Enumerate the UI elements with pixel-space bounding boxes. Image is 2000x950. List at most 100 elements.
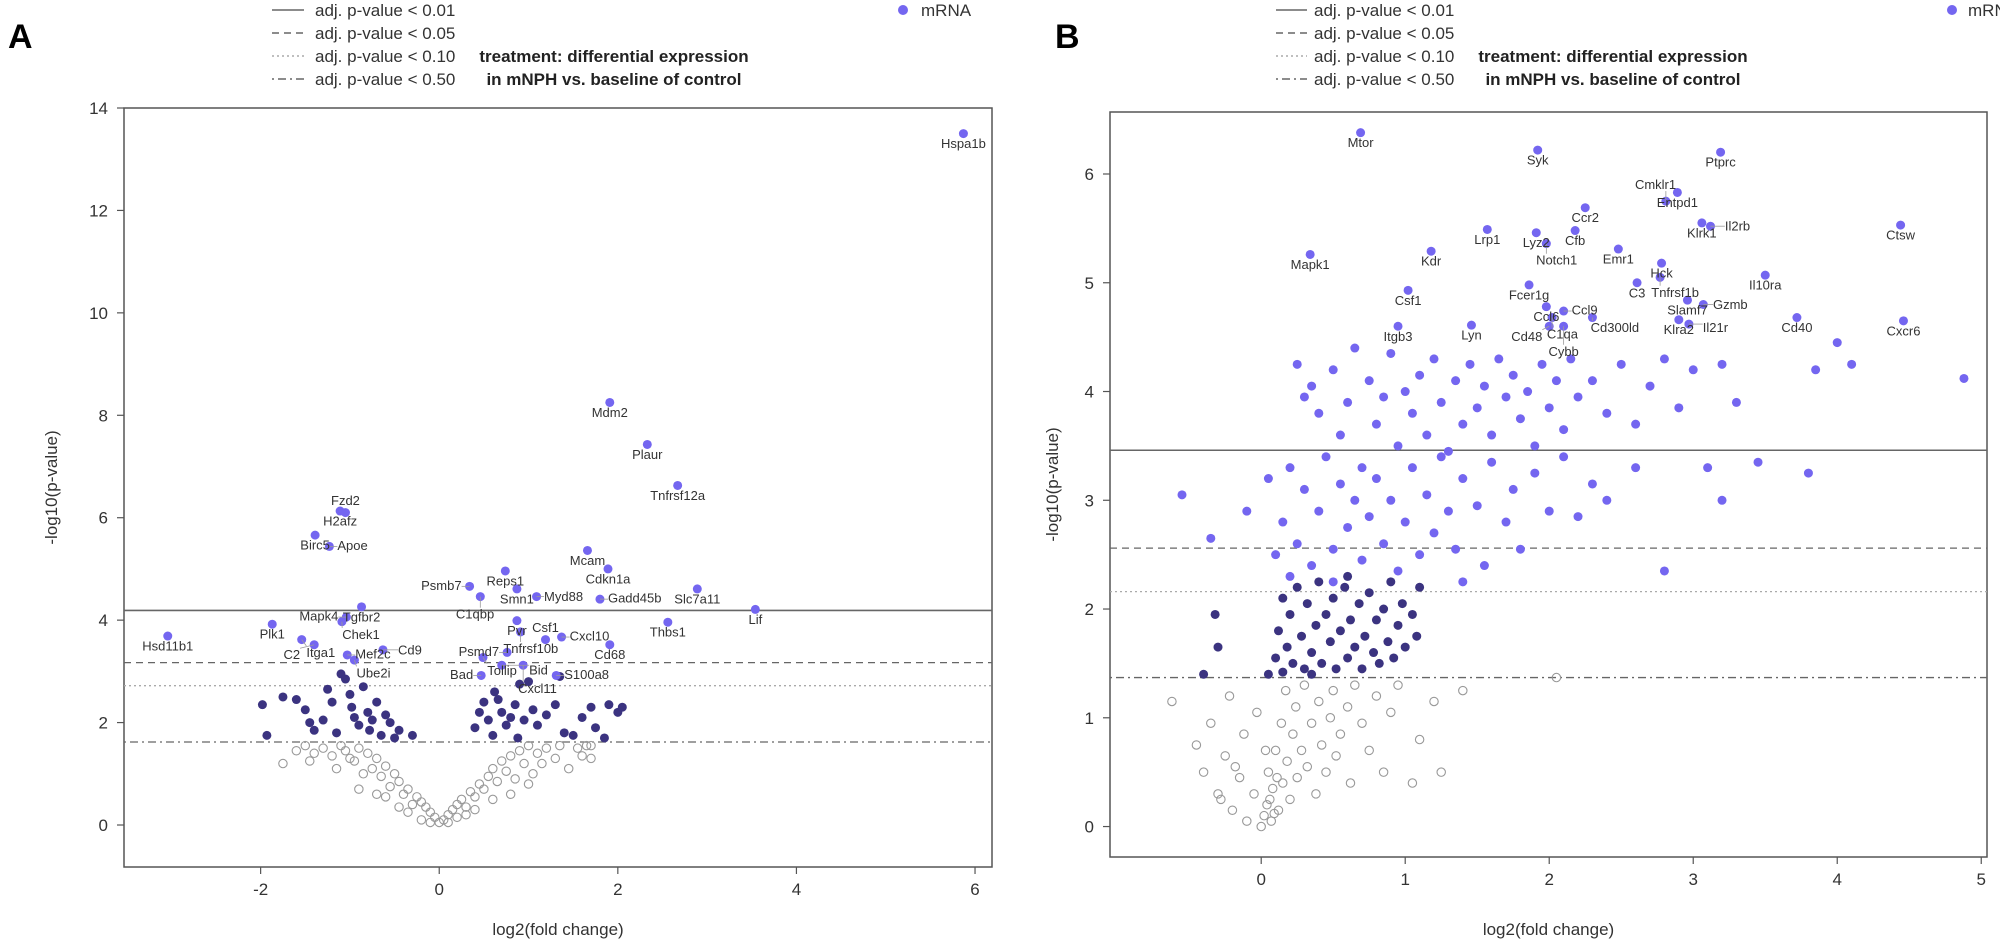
point-significant-strong — [1732, 398, 1741, 407]
point-nonsignificant — [1293, 773, 1301, 781]
gene-label: Psmd7 — [459, 644, 499, 659]
point-nonsignificant — [1394, 681, 1402, 689]
point-significant — [488, 731, 497, 740]
point-significant — [497, 708, 506, 717]
point-significant — [262, 731, 271, 740]
point-nonsignificant — [506, 790, 514, 798]
point-nonsignificant — [1240, 730, 1248, 738]
point-significant — [1340, 583, 1349, 592]
point-nonsignificant — [1343, 703, 1351, 711]
point-significant-strong — [1322, 452, 1331, 461]
point-significant-strong — [1466, 360, 1475, 369]
point-significant — [395, 726, 404, 735]
legend-label: adj. p-value < 0.10 — [1314, 47, 1454, 66]
point-significant — [1311, 621, 1320, 630]
point-nonsignificant — [1257, 822, 1265, 830]
gene-label: Gzmb — [1713, 297, 1748, 312]
point-significant — [1369, 648, 1378, 657]
gene-label: Ccr2 — [1571, 210, 1598, 225]
point-significant-strong — [1264, 474, 1273, 483]
point-significant-strong — [1358, 556, 1367, 565]
gene-label: Bad — [450, 667, 473, 682]
point-significant-strong — [1754, 458, 1763, 467]
legend-marker-mrna — [1947, 5, 1957, 15]
point-significant — [533, 721, 542, 730]
point-nonsignificant — [578, 752, 586, 760]
point-significant — [569, 731, 578, 740]
point-significant — [1326, 637, 1335, 646]
point-nonsignificant — [1317, 741, 1325, 749]
point-significant-strong — [1502, 392, 1511, 401]
gene-label: Il10ra — [1749, 278, 1782, 293]
point-significant-strong — [1480, 561, 1489, 570]
point-nonsignificant — [466, 788, 474, 796]
gene-label: Cybb — [1548, 344, 1578, 359]
gene-label: H2afz — [323, 514, 357, 529]
point-significant — [587, 703, 596, 712]
point-significant-strong — [1430, 354, 1439, 363]
point-significant-strong — [1437, 452, 1446, 461]
point-significant-strong — [1314, 409, 1323, 418]
point-significant-strong — [1487, 431, 1496, 440]
legend-label: adj. p-value < 0.01 — [1314, 1, 1454, 20]
point-nonsignificant — [328, 752, 336, 760]
point-nonsignificant — [1307, 719, 1315, 727]
point-significant — [1355, 599, 1364, 608]
point-significant-strong — [1408, 463, 1417, 472]
gene-label: Hspa1b — [941, 136, 986, 151]
y-tick-label: 0 — [99, 816, 108, 835]
point-significant — [1317, 659, 1326, 668]
point-nonsignificant — [1346, 779, 1354, 787]
y-tick-label: 2 — [99, 714, 108, 733]
point-significant-strong — [1329, 577, 1338, 586]
point-nonsignificant — [381, 793, 389, 801]
gene-label: Cmklr1 — [1635, 177, 1676, 192]
point-nonsignificant — [1260, 811, 1268, 819]
y-tick-label: 8 — [99, 406, 108, 425]
gene-label: Fcer1g — [1509, 287, 1549, 302]
y-tick-label: 5 — [1085, 274, 1094, 293]
point-significant-strong — [1530, 441, 1539, 450]
point-nonsignificant — [533, 749, 541, 757]
point-nonsignificant — [1289, 730, 1297, 738]
gene-label: Ccl9 — [1572, 303, 1598, 318]
point-significant-strong — [1379, 392, 1388, 401]
point-significant — [479, 698, 488, 707]
x-tick-label: 3 — [1688, 870, 1697, 889]
point-nonsignificant — [524, 780, 532, 788]
gene-label: Ube2i — [357, 665, 391, 680]
point-nonsignificant — [355, 744, 363, 752]
legend-series-label: mRNA — [921, 1, 972, 20]
point-significant — [1398, 599, 1407, 608]
point-significant-strong — [1286, 463, 1295, 472]
x-tick-label: 6 — [970, 880, 979, 899]
point-significant-strong — [1458, 577, 1467, 586]
point-nonsignificant — [1303, 763, 1311, 771]
point-nonsignificant — [408, 800, 416, 808]
point-significant-strong — [1307, 561, 1316, 570]
point-nonsignificant — [1273, 773, 1281, 781]
point-significant-strong — [1293, 360, 1302, 369]
gene-label: Lyn — [1461, 328, 1481, 343]
point-nonsignificant — [1326, 714, 1334, 722]
point-significant — [328, 698, 337, 707]
point-nonsignificant — [279, 759, 287, 767]
gene-label: Thbs1 — [650, 625, 686, 640]
point-significant-strong — [1300, 392, 1309, 401]
x-axis-label: log2(fold change) — [492, 920, 623, 939]
point-nonsignificant — [373, 754, 381, 762]
gene-label: C2 — [283, 647, 300, 662]
point-significant — [1389, 653, 1398, 662]
point-nonsignificant — [1430, 697, 1438, 705]
point-nonsignificant — [368, 764, 376, 772]
gene-label: Mapk1 — [1291, 257, 1330, 272]
point-significant-strong — [1602, 409, 1611, 418]
point-significant — [1408, 610, 1417, 619]
gene-label: Tgfbr2 — [343, 609, 381, 624]
gene-label: Tnfrsf12a — [650, 488, 706, 503]
point-significant-strong — [1329, 545, 1338, 554]
point-significant-strong — [1178, 490, 1187, 499]
point-significant-strong — [1358, 463, 1367, 472]
point-significant — [618, 703, 627, 712]
